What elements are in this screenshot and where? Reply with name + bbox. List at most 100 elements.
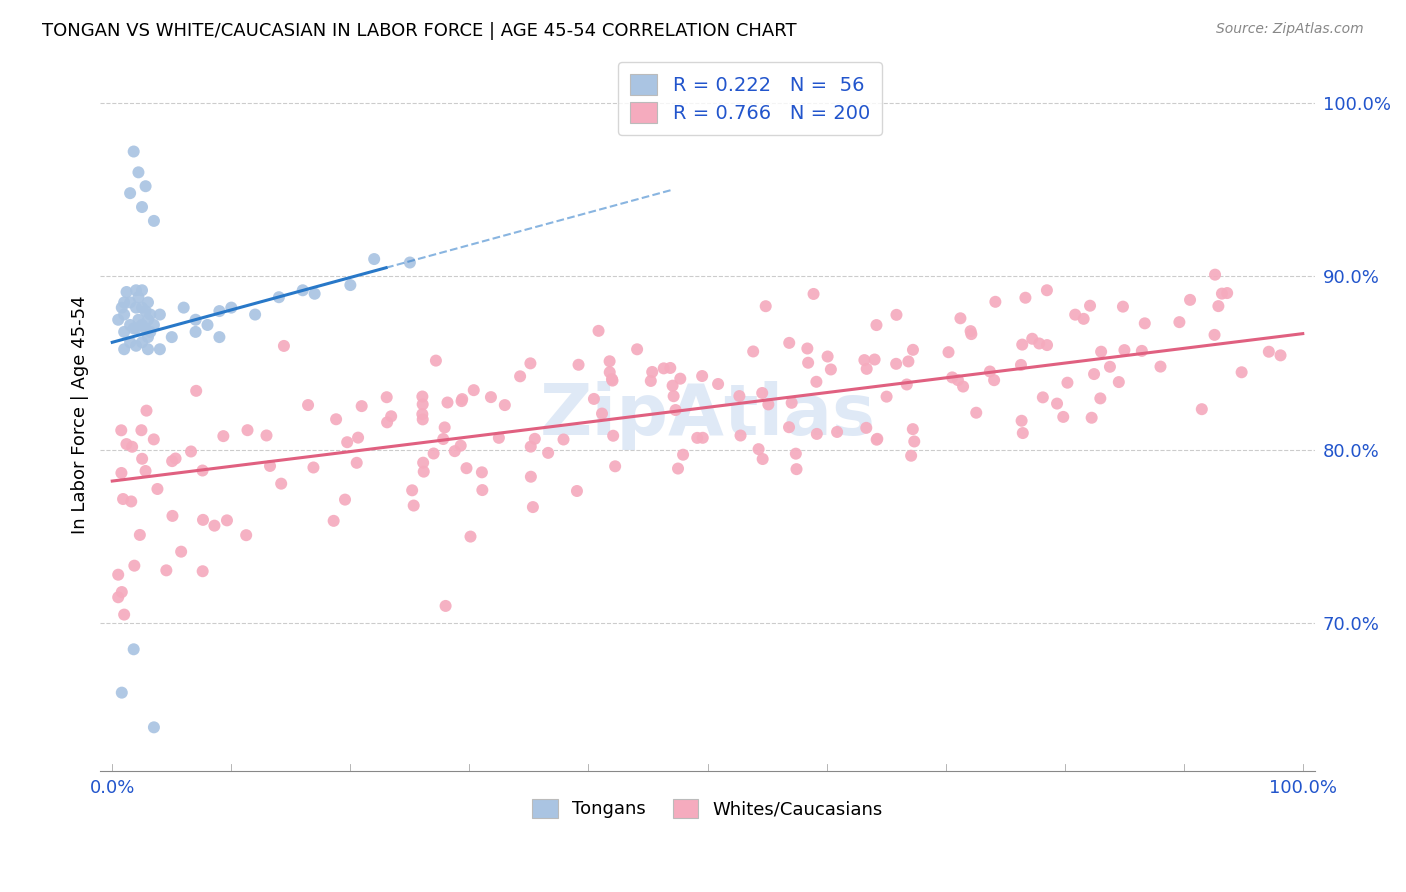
Point (111, 301, 134, 315)
Point (742, 344, 765, 359)
Point (110, 423, 132, 437)
Point (509, 369, 531, 384)
Point (131, 301, 153, 315)
Point (127, 312, 149, 326)
Point (350, 399, 373, 413)
Point (125, 283, 148, 297)
Point (120, 295, 142, 310)
Point (662, 389, 685, 403)
Point (212, 429, 235, 443)
Point (135, 403, 157, 417)
Point (128, 528, 150, 542)
Point (1036, 283, 1059, 297)
Point (208, 304, 231, 318)
Point (965, 406, 987, 420)
Point (450, 439, 472, 453)
Point (602, 428, 624, 442)
Point (122, 145, 145, 159)
Point (938, 345, 960, 359)
Point (125, 301, 148, 315)
Point (412, 465, 434, 479)
Point (600, 372, 623, 386)
Point (1046, 396, 1069, 410)
Point (855, 421, 877, 435)
Point (659, 361, 682, 376)
Point (1083, 367, 1105, 381)
Point (107, 567, 129, 582)
Point (817, 350, 839, 364)
Point (339, 278, 361, 293)
Point (946, 373, 969, 387)
Point (669, 372, 692, 386)
Point (1036, 338, 1059, 352)
Point (780, 396, 803, 410)
Point (672, 448, 695, 462)
Point (160, 454, 183, 468)
Point (139, 325, 162, 339)
Point (380, 409, 402, 424)
Point (523, 432, 546, 446)
Point (471, 466, 494, 480)
Point (567, 358, 589, 372)
Point (460, 530, 482, 544)
Point (425, 353, 447, 368)
Point (865, 318, 887, 332)
Point (983, 373, 1005, 387)
Point (1011, 414, 1033, 428)
Point (1178, 293, 1201, 307)
Point (125, 339, 148, 353)
Point (820, 362, 842, 376)
Point (302, 460, 325, 475)
Point (112, 325, 135, 339)
Point (896, 377, 918, 392)
Point (125, 321, 148, 335)
Point (363, 252, 385, 266)
Point (1112, 300, 1135, 314)
Point (692, 431, 714, 445)
Point (661, 378, 683, 392)
Point (236, 423, 259, 437)
Point (120, 318, 142, 332)
Point (751, 452, 773, 467)
Point (120, 186, 142, 201)
Point (375, 390, 398, 404)
Point (422, 446, 444, 460)
Point (135, 464, 157, 478)
Point (1011, 425, 1033, 440)
Text: ZipAtlas: ZipAtlas (540, 381, 876, 450)
Point (112, 343, 135, 357)
Point (1130, 343, 1153, 358)
Point (131, 335, 153, 350)
Point (107, 591, 129, 605)
Point (522, 500, 544, 514)
Point (259, 458, 281, 473)
Point (1208, 299, 1230, 313)
Point (112, 295, 135, 310)
Point (149, 343, 172, 357)
Point (433, 420, 456, 434)
Point (1270, 348, 1292, 362)
Point (443, 444, 465, 458)
Point (135, 321, 157, 335)
Point (866, 432, 889, 446)
Point (866, 433, 889, 447)
Point (960, 327, 983, 342)
Point (131, 423, 153, 437)
Point (136, 312, 159, 326)
Point (184, 312, 207, 326)
Point (565, 483, 588, 498)
Point (876, 390, 898, 404)
Point (204, 518, 226, 533)
Point (273, 339, 295, 353)
Point (142, 720, 165, 734)
Point (886, 308, 908, 322)
Point (399, 255, 422, 269)
Point (755, 299, 778, 313)
Point (728, 389, 751, 403)
Point (149, 308, 172, 322)
Point (1230, 365, 1253, 379)
Point (121, 440, 143, 454)
Point (1028, 336, 1050, 351)
Point (291, 283, 314, 297)
Y-axis label: In Labor Force | Age 45-54: In Labor Force | Age 45-54 (72, 296, 89, 534)
